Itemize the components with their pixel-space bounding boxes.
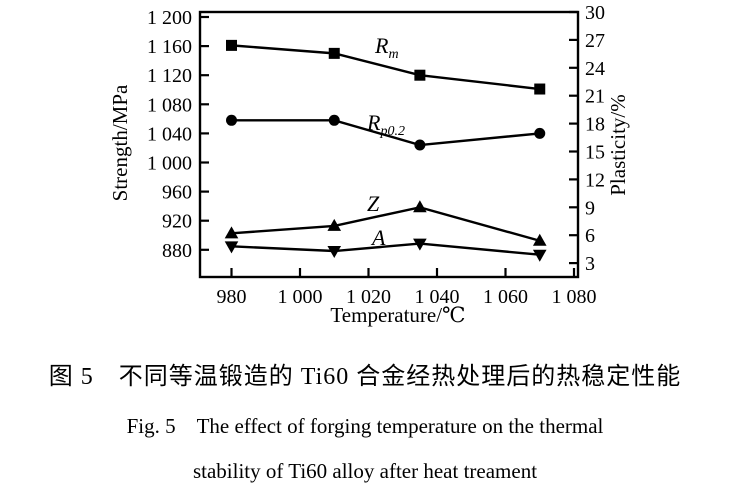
left-axis-tick-label: 880: [162, 240, 192, 262]
left-axis-tick-label: 1 160: [147, 36, 192, 58]
thermal-stability-line-chart: 1 200 1 160 1 120 1 080 1 040 1 000 960 920 880 3…: [108, 2, 630, 327]
figure-caption: 图 5 不同等温锻造的 Ti60 合金经热处理后的热稳定性能 Fig. 5 Th…: [0, 360, 730, 484]
series-line-Z: [231, 206, 541, 242]
left-axis-tick-label: 960: [162, 182, 192, 204]
right-axis-tick-label: 27: [585, 30, 605, 52]
series-line-Rm: [231, 44, 540, 91]
series-marker-Z: [327, 218, 342, 231]
series-marker-Rp0.2: [414, 139, 426, 151]
right-axis-tick-label: 15: [585, 142, 605, 164]
caption-chinese: 图 5 不同等温锻造的 Ti60 合金经热处理后的热稳定性能: [48, 364, 682, 390]
series-marker-Rm: [328, 47, 340, 59]
x-axis-tick-label: 1 080: [552, 286, 597, 308]
right-axis-title: Plasticity/%: [606, 94, 630, 196]
x-axis-tick-label: 1 000: [278, 286, 323, 308]
right-axis-tick-label: 6: [585, 225, 595, 247]
left-axis-tick-label: 1 200: [147, 7, 192, 29]
series-marker-Rm: [534, 83, 546, 95]
plot-box: [198, 10, 580, 279]
x-axis-tick-label: 1 060: [483, 286, 528, 308]
series-marker-A: [413, 238, 427, 251]
series-line-Rp0.2: [231, 119, 540, 147]
caption-english-line2: stability of Ti60 alloy after heat tream…: [192, 459, 538, 483]
left-axis-tick-label: 1 120: [147, 65, 192, 87]
caption-english-line1: Fig. 5 The effect of forging temperature…: [126, 414, 604, 438]
series-marker-A: [327, 246, 342, 259]
series-marker-A: [224, 241, 239, 254]
right-axis-tick-label: 24: [585, 58, 605, 80]
series-marker-Z: [224, 226, 239, 239]
left-axis-tick-label: 1 040: [147, 123, 192, 145]
x-axis-tick-label: 980: [217, 286, 247, 308]
left-axis-title: Strength/MPa: [108, 84, 132, 201]
right-axis-tick-label: 9: [585, 197, 595, 219]
series-label-Z: Z: [367, 191, 380, 216]
right-axis-tick-label: 18: [585, 114, 605, 136]
x-axis-title: Temperature/℃: [330, 303, 465, 327]
series-label-A: A: [370, 225, 386, 250]
series-line-A: [231, 242, 540, 256]
left-axis-tick-label: 1 080: [147, 94, 192, 116]
right-axis-tick-label: 21: [585, 86, 605, 108]
series-marker-Rp0.2: [328, 114, 340, 126]
series-marker-A: [532, 249, 547, 262]
right-axis-tick-label: 30: [585, 2, 605, 24]
series-label-Rp0.2: Rp0.2: [366, 110, 405, 139]
right-axis-tick-label: 3: [585, 253, 595, 275]
series-marker-Rp0.2: [226, 114, 237, 126]
series-marker-Z: [532, 233, 547, 246]
x-axis-tick-label: 1 040: [415, 286, 460, 308]
series-label-Rm: Rm: [374, 33, 399, 62]
left-axis-tick-label: 920: [162, 211, 192, 233]
right-axis-tick-label: 12: [585, 169, 605, 191]
series-marker-Z: [413, 200, 427, 213]
series-marker-Rm: [414, 69, 426, 81]
series-marker-Rm: [226, 39, 237, 51]
x-axis-tick-label: 1 020: [346, 286, 391, 308]
series-marker-Rp0.2: [534, 127, 546, 139]
left-axis-tick-label: 1 000: [147, 153, 192, 175]
